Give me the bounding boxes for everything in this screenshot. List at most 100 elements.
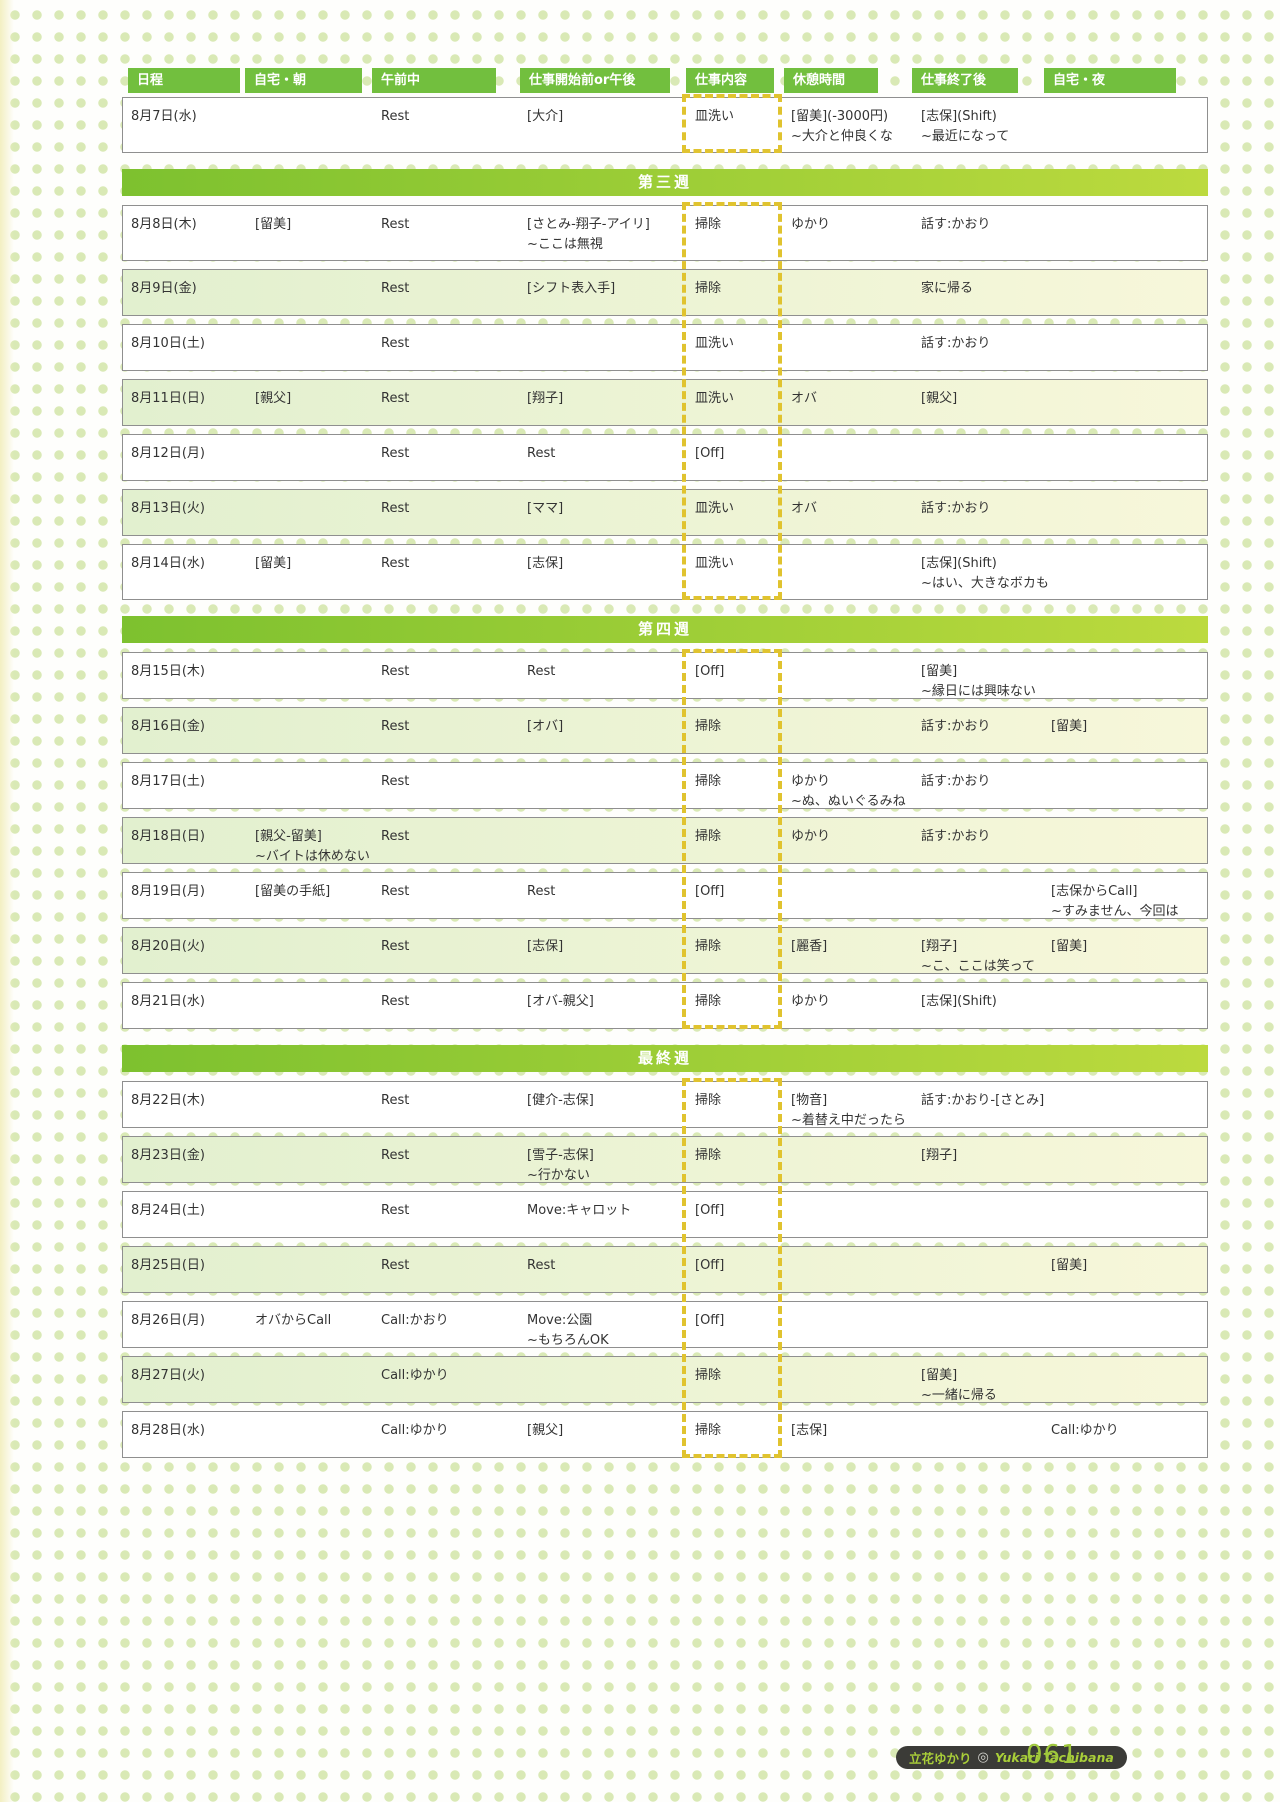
cell-home-night: [志保からCall] ~すみません、今回は — [1051, 884, 1179, 919]
table-row: 8月22日(木) Rest [健介-志保] 掃除 [物音] ~着替え中だったら 話す:かお… — [122, 1081, 1208, 1128]
cell-morning: Rest — [381, 884, 410, 899]
cell-morning: Rest — [381, 391, 410, 406]
section-final-week: 最終週 8月22日(木) Rest [健介-志保] 掃除 [物音] ~着替え中だったら話… — [122, 1045, 1208, 1467]
cell-work-content: [Off] — [695, 664, 725, 679]
table-header-row: 日程 自宅・朝 午前中 仕事開始前or午後 仕事内容 休憩時間 仕事終了後 自宅… — [122, 68, 1208, 93]
cell-before-work: [ママ] — [527, 501, 564, 516]
page-gutter-shading — [0, 0, 14, 1802]
cell-after-work: [親父] — [921, 391, 958, 406]
cell-after-work: 話す:かおり — [921, 829, 991, 844]
section-rows: 8月7日(水) Rest [大介] 皿洗い [留美](-3000円) ~大介と仲良くな [… — [122, 94, 1208, 162]
cell-date: 8月18日(日) — [131, 829, 205, 844]
cell-date: 8月8日(木) — [131, 217, 197, 232]
cell-home-morning: [親父] — [255, 391, 292, 406]
cell-work-content: 掃除 — [695, 1148, 722, 1163]
cell-break-time: オバ — [791, 501, 818, 516]
cell-work-content: 掃除 — [695, 1093, 722, 1108]
cell-work-content: 掃除 — [695, 829, 722, 844]
cell-after-work: [留美] ~一緒に帰る — [921, 1368, 997, 1403]
table-row: 8月27日(火) Call:ゆかり 掃除 [留美] ~一緒に帰る — [122, 1356, 1208, 1403]
cell-before-work: Move:キャロット — [527, 1203, 632, 1218]
cell-date: 8月21日(水) — [131, 994, 205, 1009]
cell-before-work: [翔子] — [527, 391, 564, 406]
section-week-4: 第四週 8月15日(木) Rest Rest [Off] [留美] ~縁日には興味ない 8… — [122, 616, 1208, 1038]
cell-date: 8月26日(月) — [131, 1313, 205, 1328]
cell-date: 8月23日(金) — [131, 1148, 205, 1163]
column-header-morning: 午前中 — [372, 68, 496, 93]
cell-work-content: [Off] — [695, 1313, 725, 1328]
column-header-date: 日程 — [128, 68, 240, 93]
table-row: 8月9日(金) Rest [シフト表入手] 掃除 家に帰る — [122, 269, 1208, 316]
cell-morning: Rest — [381, 719, 410, 734]
cell-home-night: [留美] — [1051, 939, 1088, 954]
table-row: 8月14日(水) [留美] Rest [志保] 皿洗い [志保](Shift) ~はい、大… — [122, 544, 1208, 600]
cell-home-morning: [留美の手紙] — [255, 884, 331, 899]
cell-work-content: 掃除 — [695, 774, 722, 789]
table-row: 8月12日(月) Rest Rest [Off] — [122, 434, 1208, 481]
cell-before-work: Rest — [527, 446, 556, 461]
cell-date: 8月19日(月) — [131, 884, 205, 899]
cell-break-time: ゆかり — [791, 994, 831, 1009]
cell-after-work: 家に帰る — [921, 281, 974, 296]
cell-break-time: ゆかり — [791, 217, 831, 232]
cell-morning: Call:かおり — [381, 1313, 449, 1328]
cell-morning: Rest — [381, 1093, 410, 1108]
cell-date: 8月11日(日) — [131, 391, 205, 406]
cell-date: 8月27日(火) — [131, 1368, 205, 1383]
cell-morning: Rest — [381, 336, 410, 351]
section-week-3: 第三週 8月8日(木) [留美] Rest [さとみ-翔子-アイリ] ~ここは無視 掃除… — [122, 169, 1208, 609]
cell-home-night: [留美] — [1051, 1258, 1088, 1273]
cell-home-morning: オバからCall — [255, 1313, 332, 1328]
section-bar-week-4: 第四週 — [122, 616, 1208, 643]
cell-morning: Rest — [381, 217, 410, 232]
cell-morning: Call:ゆかり — [381, 1368, 449, 1383]
table-row: 8月8日(木) [留美] Rest [さとみ-翔子-アイリ] ~ここは無視 掃除 ゆかり 話… — [122, 205, 1208, 261]
cell-before-work: Rest — [527, 884, 556, 899]
cell-morning: Rest — [381, 281, 410, 296]
cell-date: 8月25日(日) — [131, 1258, 205, 1273]
cell-work-content: [Off] — [695, 1203, 725, 1218]
table-row: 8月16日(金) Rest [オバ] 掃除 話す:かおり [留美] — [122, 707, 1208, 754]
table-row: 8月25日(日) Rest Rest [Off] [留美] — [122, 1246, 1208, 1293]
cell-before-work: [雪子-志保] ~行かない — [527, 1148, 594, 1183]
cell-home-night: Call:ゆかり — [1051, 1423, 1119, 1438]
cell-morning: Rest — [381, 446, 410, 461]
cell-morning: Rest — [381, 829, 410, 844]
section-rows: 8月8日(木) [留美] Rest [さとみ-翔子-アイリ] ~ここは無視 掃除 ゆかり話… — [122, 202, 1208, 609]
cell-work-content: 掃除 — [695, 217, 722, 232]
cell-break-time: ゆかり ~ぬ、ぬいぐるみね — [791, 774, 906, 809]
cell-after-work: [志保](Shift) ~最近になって — [921, 109, 1010, 144]
footer-character-tag: 立花ゆかり ◎ Yukari Tachibana — [896, 1746, 1127, 1769]
cell-work-content: 皿洗い — [695, 109, 735, 124]
table-row: 8月7日(水) Rest [大介] 皿洗い [留美](-3000円) ~大介と仲良くな [… — [122, 97, 1208, 153]
cell-date: 8月28日(水) — [131, 1423, 205, 1438]
cell-after-work: [翔子] ~こ、ここは笑って — [921, 939, 1035, 974]
cell-morning: Rest — [381, 1148, 410, 1163]
cell-work-content: [Off] — [695, 1258, 725, 1273]
cell-morning: Rest — [381, 1203, 410, 1218]
cell-after-work: 話す:かおり-[さとみ] — [921, 1093, 1045, 1108]
cell-before-work: Move:公園 ~もちろんOK — [527, 1313, 609, 1348]
table-row: 8月15日(木) Rest Rest [Off] [留美] ~縁日には興味ない — [122, 652, 1208, 699]
cell-date: 8月7日(水) — [131, 109, 197, 124]
cell-after-work: [翔子] — [921, 1148, 958, 1163]
cell-date: 8月15日(木) — [131, 664, 205, 679]
page-number: 061 — [1026, 1740, 1079, 1770]
table-row: 8月21日(水) Rest [オバ-親父] 掃除 ゆかり [志保](Shift) — [122, 982, 1208, 1029]
cell-home-night: [留美] — [1051, 719, 1088, 734]
cell-morning: Rest — [381, 556, 410, 571]
cell-before-work: [志保] — [527, 939, 564, 954]
table-row: 8月11日(日) [親父] Rest [翔子] 皿洗い オバ [親父] — [122, 379, 1208, 426]
column-header-work-content: 仕事内容 — [686, 68, 774, 93]
cell-after-work: 話す:かおり — [921, 774, 991, 789]
cell-morning: Rest — [381, 664, 410, 679]
cell-work-content: 掃除 — [695, 1423, 722, 1438]
cell-date: 8月12日(月) — [131, 446, 205, 461]
cell-break-time: [留美](-3000円) ~大介と仲良くな — [791, 109, 893, 144]
cell-work-content: 皿洗い — [695, 391, 735, 406]
cell-home-morning: [親父-留美] ~バイトは休めない — [255, 829, 370, 864]
cell-before-work: Rest — [527, 1258, 556, 1273]
schedule-table: 日程 自宅・朝 午前中 仕事開始前or午後 仕事内容 休憩時間 仕事終了後 自宅… — [122, 68, 1208, 1467]
cell-after-work: 話す:かおり — [921, 719, 991, 734]
